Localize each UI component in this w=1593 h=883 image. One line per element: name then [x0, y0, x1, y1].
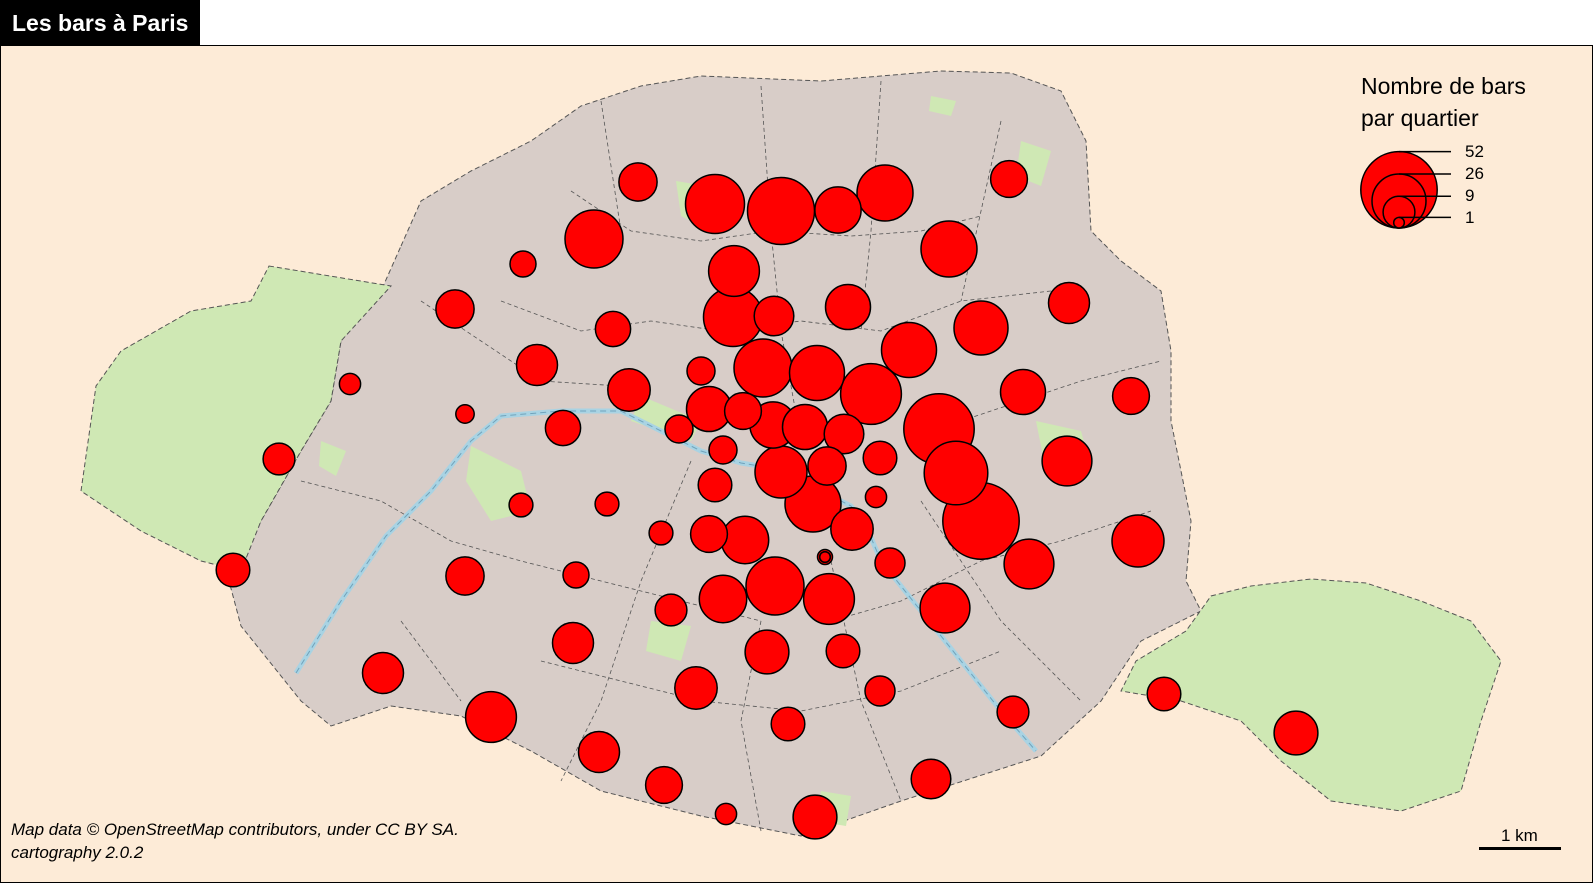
bar-symbol-57 [862, 440, 898, 476]
legend-circle-1 [1392, 216, 1406, 229]
bar-symbol-76 [714, 802, 738, 826]
bar-symbol-29 [824, 283, 872, 331]
bar-symbol-15 [953, 300, 1009, 356]
bar-symbol-12 [856, 164, 914, 222]
bar-symbol-18 [707, 244, 761, 298]
map-credits: Map data © OpenStreetMap contributors, u… [11, 820, 459, 839]
bar-symbol-46 [618, 162, 658, 202]
bar-symbol-39 [515, 343, 559, 387]
bar-symbol-73 [594, 491, 620, 517]
bar-symbol-77 [338, 372, 362, 396]
bar-symbol-70 [686, 356, 716, 386]
legend-value-9: 9 [1465, 186, 1475, 205]
bar-symbol-7 [745, 556, 805, 616]
bar-symbol-59 [770, 706, 806, 742]
bar-symbol-30 [999, 368, 1047, 416]
bar-count-symbols [215, 159, 1319, 840]
bar-symbol-26 [814, 186, 862, 234]
bar-symbol-72 [509, 250, 537, 278]
bar-symbol-78 [864, 485, 888, 509]
scale-bar [1479, 847, 1561, 850]
bar-symbol-24 [698, 574, 748, 624]
bar-symbol-20 [464, 690, 518, 744]
bar-symbol-51 [644, 765, 684, 805]
bar-symbol-45 [823, 413, 865, 455]
bar-symbol-23 [919, 582, 971, 634]
bar-symbol-34 [792, 794, 838, 840]
bar-symbol-62 [697, 467, 733, 503]
bar-symbol-66 [864, 675, 896, 707]
bois-de-boulogne [80, 265, 392, 572]
bar-symbol-16 [754, 445, 808, 499]
bar-symbol-49 [445, 556, 485, 596]
bar-symbol-61 [1146, 676, 1182, 712]
cartography-version: cartography 2.0.2 [11, 843, 144, 862]
bar-symbol-65 [262, 442, 296, 476]
bar-symbol-42 [551, 621, 595, 665]
bar-symbol-3 [923, 440, 989, 506]
bar-symbol-50 [989, 159, 1029, 199]
bar-symbol-8 [564, 209, 624, 269]
legend-value-26: 26 [1465, 164, 1484, 183]
bar-symbol-6 [684, 173, 746, 235]
bar-symbol-13 [788, 344, 846, 402]
bar-symbol-4 [839, 362, 903, 426]
bar-symbol-58 [215, 552, 251, 588]
map-canvas [80, 70, 1502, 840]
bar-symbol-48 [807, 446, 847, 486]
bar-symbol-32 [1273, 710, 1319, 756]
bar-symbol-38 [1047, 281, 1091, 325]
bar-symbol-63 [996, 695, 1030, 729]
bar-symbol-35 [607, 368, 651, 412]
bar-symbol-74 [648, 520, 674, 546]
bar-symbol-82 [818, 550, 832, 564]
bar-symbol-2 [746, 176, 816, 246]
bar-symbol-54 [1111, 376, 1151, 416]
bar-symbol-75 [508, 492, 534, 518]
bar-symbol-17 [1111, 514, 1165, 568]
bar-symbol-64 [654, 593, 688, 627]
bar-symbol-28 [781, 403, 829, 451]
map-title: Les bars à Paris [0, 0, 201, 45]
legend-value-52: 52 [1465, 142, 1484, 161]
bar-symbol-52 [723, 391, 763, 431]
bar-symbol-21 [1003, 538, 1055, 590]
bar-symbol-36 [830, 507, 874, 551]
bar-symbol-9 [733, 338, 793, 398]
bar-symbol-33 [744, 629, 790, 675]
bois-de-vincennes [1120, 578, 1502, 812]
bar-symbol-44 [910, 758, 952, 800]
bar-symbol-56 [594, 310, 632, 348]
bar-symbol-37 [674, 666, 718, 710]
bar-symbol-47 [435, 289, 475, 329]
legend-title-line2: par quartier [1361, 105, 1479, 131]
bar-symbol-19 [802, 572, 856, 626]
legend-title-line1: Nombre de bars [1361, 73, 1526, 99]
legend-value-1: 1 [1465, 208, 1475, 227]
bar-symbol-79 [455, 404, 475, 424]
bar-symbol-10 [920, 220, 978, 278]
bar-symbol-53 [689, 514, 729, 554]
bar-symbol-22 [1041, 435, 1093, 487]
bar-symbol-55 [544, 409, 582, 447]
bar-symbol-60 [825, 633, 861, 669]
bar-symbol-25 [720, 515, 770, 565]
bar-symbol-43 [753, 295, 795, 337]
bar-symbol-14 [880, 321, 938, 379]
bar-symbol-68 [664, 414, 694, 444]
bar-symbol-71 [562, 561, 590, 589]
bar-symbol-69 [708, 435, 738, 465]
scale-label: 1 km [1501, 826, 1538, 845]
bar-symbol-67 [874, 547, 906, 579]
bar-symbol-41 [577, 730, 621, 774]
map-frame: Nombre de bars par quartier 52 26 9 1 Ma… [0, 45, 1593, 883]
legend-title: Nombre de bars par quartier [1361, 70, 1526, 134]
bar-symbol-40 [361, 651, 405, 695]
legend-symbols [1360, 150, 1451, 229]
